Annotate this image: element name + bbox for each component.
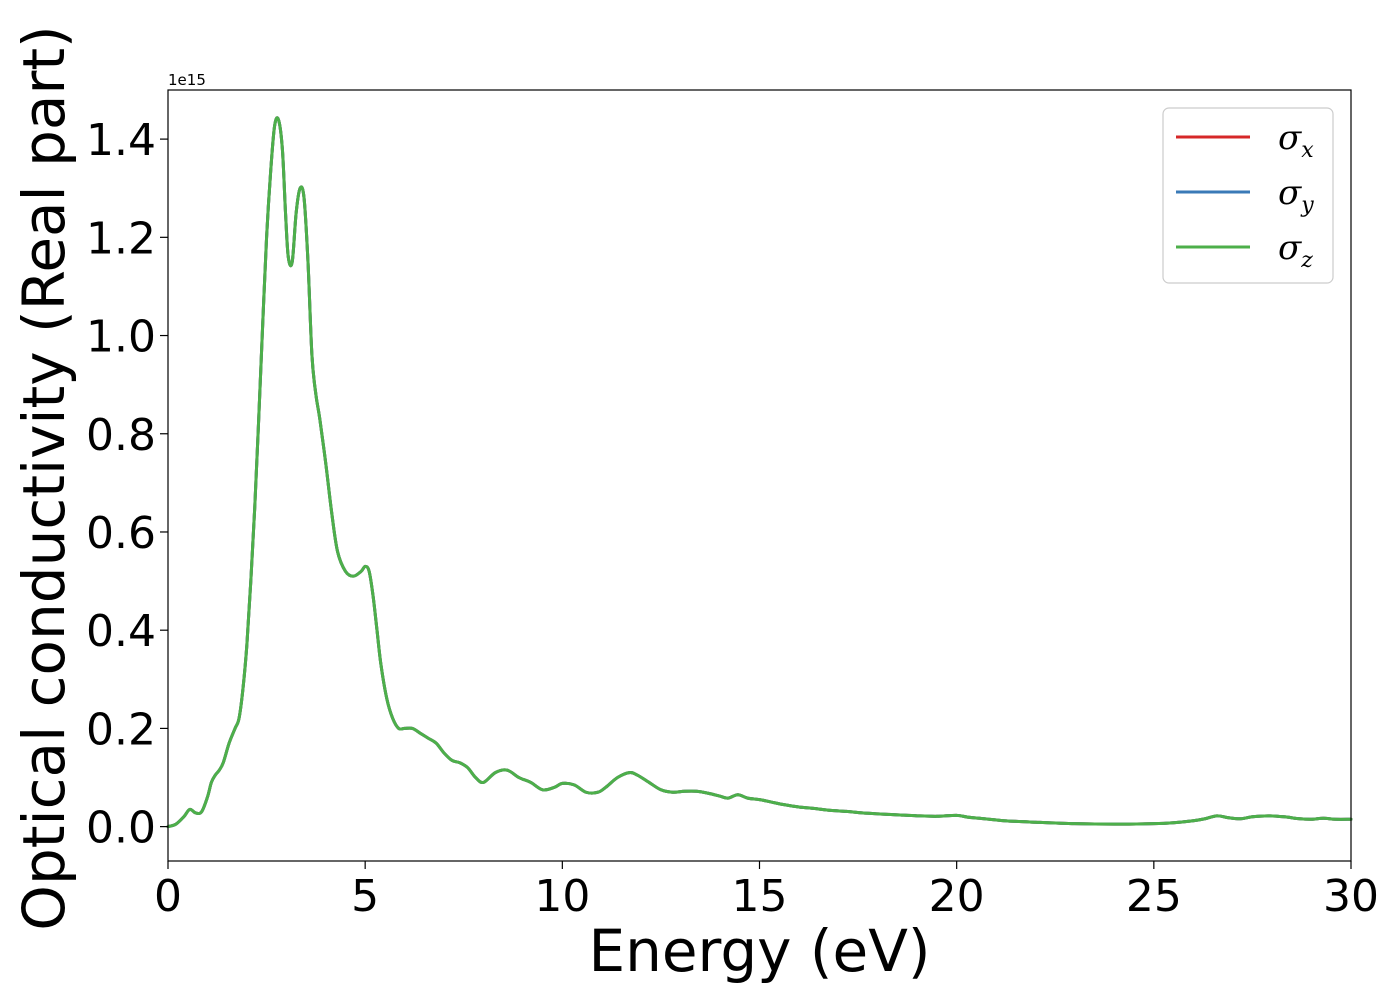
y-axis-ticks: 0.0 0.2 0.4 0.6 0.8 1.0 1.2 1.4	[86, 115, 168, 854]
legend: σx σy σz	[1162, 107, 1334, 284]
legend-label: σy	[1278, 173, 1314, 218]
y-offset-label: 1e15	[168, 71, 206, 89]
y-tick-label: 0.8	[86, 410, 156, 461]
legend-label: σz	[1278, 228, 1313, 273]
x-tick-label: 20	[929, 871, 985, 922]
y-tick-label: 0.6	[86, 508, 156, 559]
y-tick-label: 1.4	[86, 115, 156, 166]
x-tick-label: 5	[351, 871, 379, 922]
y-axis-label: Optical conductivity (Real part)	[10, 25, 78, 930]
x-tick-label: 30	[1323, 871, 1379, 922]
x-axis-label: Energy (eV)	[588, 917, 930, 985]
y-tick-label: 0.4	[86, 606, 156, 657]
series-line-3	[166, 116, 1353, 829]
y-tick-label: 1.2	[86, 213, 156, 264]
series-layer	[166, 116, 1353, 829]
x-tick-label: 0	[154, 871, 182, 922]
x-tick-label: 15	[732, 871, 788, 922]
legend-label: σx	[1278, 118, 1314, 163]
y-tick-label: 0.2	[86, 704, 156, 755]
x-tick-label: 25	[1126, 871, 1182, 922]
x-axis-ticks: 0 5 10 15 20 25 30	[154, 861, 1379, 922]
x-tick-label: 10	[534, 871, 590, 922]
legend-box	[1162, 107, 1334, 284]
y-tick-label: 0.0	[86, 803, 156, 854]
y-tick-label: 1.0	[86, 312, 156, 363]
